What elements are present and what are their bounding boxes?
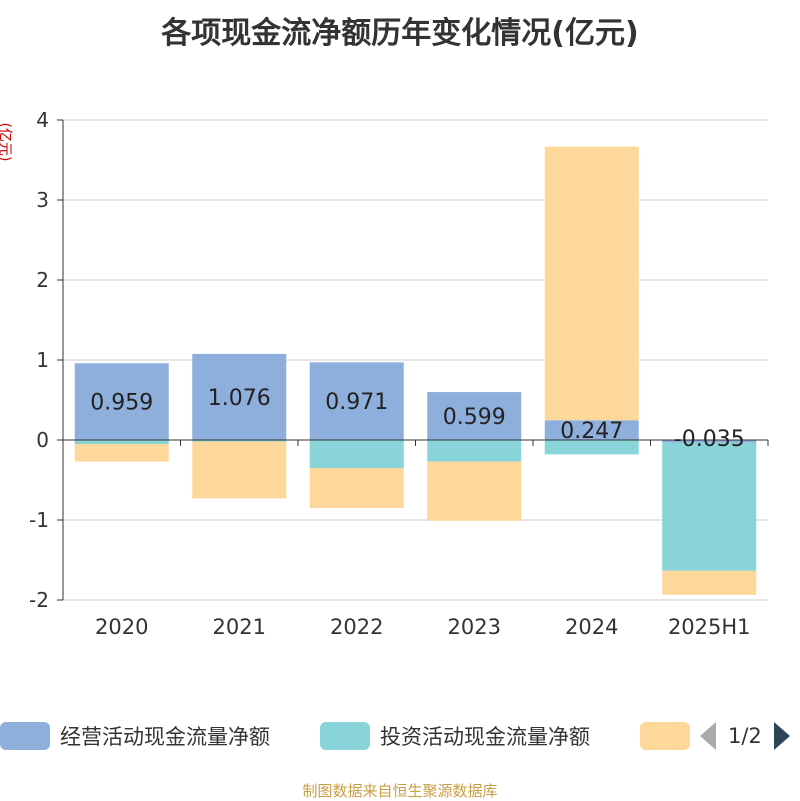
x-tick-label-2020: 2020 [95, 615, 148, 639]
bar-series1-2024 [544, 440, 639, 455]
bar-series1-2020 [74, 440, 169, 444]
bar-series2-2021 [192, 441, 287, 499]
y-tick-label-0: 4 [36, 108, 49, 132]
legend-swatch-operating [0, 722, 50, 750]
bar-series0-2025H1 [662, 440, 757, 443]
axes [57, 119, 769, 601]
x-tick-label-2024: 2024 [565, 615, 618, 639]
bar-series0-2021 [192, 353, 287, 440]
bar-series0-2020 [74, 363, 169, 440]
legend-prev-page-icon[interactable] [700, 722, 716, 750]
legend: 经营活动现金流量净额 投资活动现金流量净额 1/2 [0, 718, 800, 754]
legend-label-operating: 经营活动现金流量净额 [60, 725, 270, 749]
bar-series1-2023 [427, 440, 522, 462]
data-label-2024: 0.247 [560, 419, 623, 444]
data-label-2025H1: -0.035 [674, 427, 745, 452]
gridlines [63, 119, 768, 601]
bar-series1-2021 [192, 440, 287, 442]
legend-page-indicator: 1/2 [728, 724, 762, 748]
legend-swatch-investing [320, 722, 370, 750]
x-tick-label-2021: 2021 [213, 615, 266, 639]
y-tick-label-1: 3 [36, 188, 49, 212]
y-tick-label-5: -1 [29, 508, 49, 532]
bar-series2-2023 [427, 461, 522, 521]
bar-series0-2023 [427, 392, 522, 440]
legend-pager: 1/2 [700, 718, 790, 754]
bars [74, 146, 757, 595]
x-tick-label-2022: 2022 [330, 615, 383, 639]
data-label-2023: 0.599 [443, 405, 506, 430]
data-label-2021: 1.076 [208, 386, 271, 411]
bar-series1-2025H1 [662, 442, 757, 571]
y-tick-label-2: 2 [36, 268, 49, 292]
bar-series0-2024 [544, 420, 639, 440]
bar-series2-2024 [544, 146, 639, 421]
x-tick-label-2025H1: 2025H1 [668, 615, 751, 639]
data-labels: 0.959 1.076 0.971 0.599 0.247 -0.035 [90, 386, 744, 452]
y-tick-label-6: -2 [29, 588, 49, 612]
bar-series0-2022 [309, 362, 404, 440]
legend-swatch-third-series [640, 722, 690, 750]
tick-labels: 4 3 2 1 0 -1 -2 2020 2021 2022 2023 2024 2025H1 [29, 108, 751, 639]
legend-next-page-icon[interactable] [773, 722, 790, 750]
legend-label-investing: 投资活动现金流量净额 [380, 725, 590, 749]
bar-series1-2022 [309, 440, 404, 468]
x-tick-label-2023: 2023 [448, 615, 501, 639]
legend-item-investing[interactable]: 投资活动现金流量净额 [320, 718, 590, 754]
chart-title: 各项现金流净额历年变化情况(亿元) [161, 16, 639, 51]
data-label-2022: 0.971 [325, 390, 388, 415]
y-tick-label-4: 0 [36, 428, 49, 452]
data-source-footer: 制图数据来自恒生聚源数据库 [302, 782, 498, 800]
bar-series2-2022 [309, 468, 404, 508]
data-label-2020: 0.959 [90, 391, 153, 416]
legend-item-operating[interactable]: 经营活动现金流量净额 [0, 718, 270, 754]
bar-series2-2020 [74, 444, 169, 462]
y-tick-label-3: 1 [36, 348, 49, 372]
cash-flow-chart: 4 3 2 1 0 -1 -2 2020 2021 2022 2023 2024 2025H1 0.95… [29, 108, 769, 639]
legend-item-third-series[interactable] [640, 718, 690, 754]
bar-series2-2025H1 [662, 570, 757, 595]
